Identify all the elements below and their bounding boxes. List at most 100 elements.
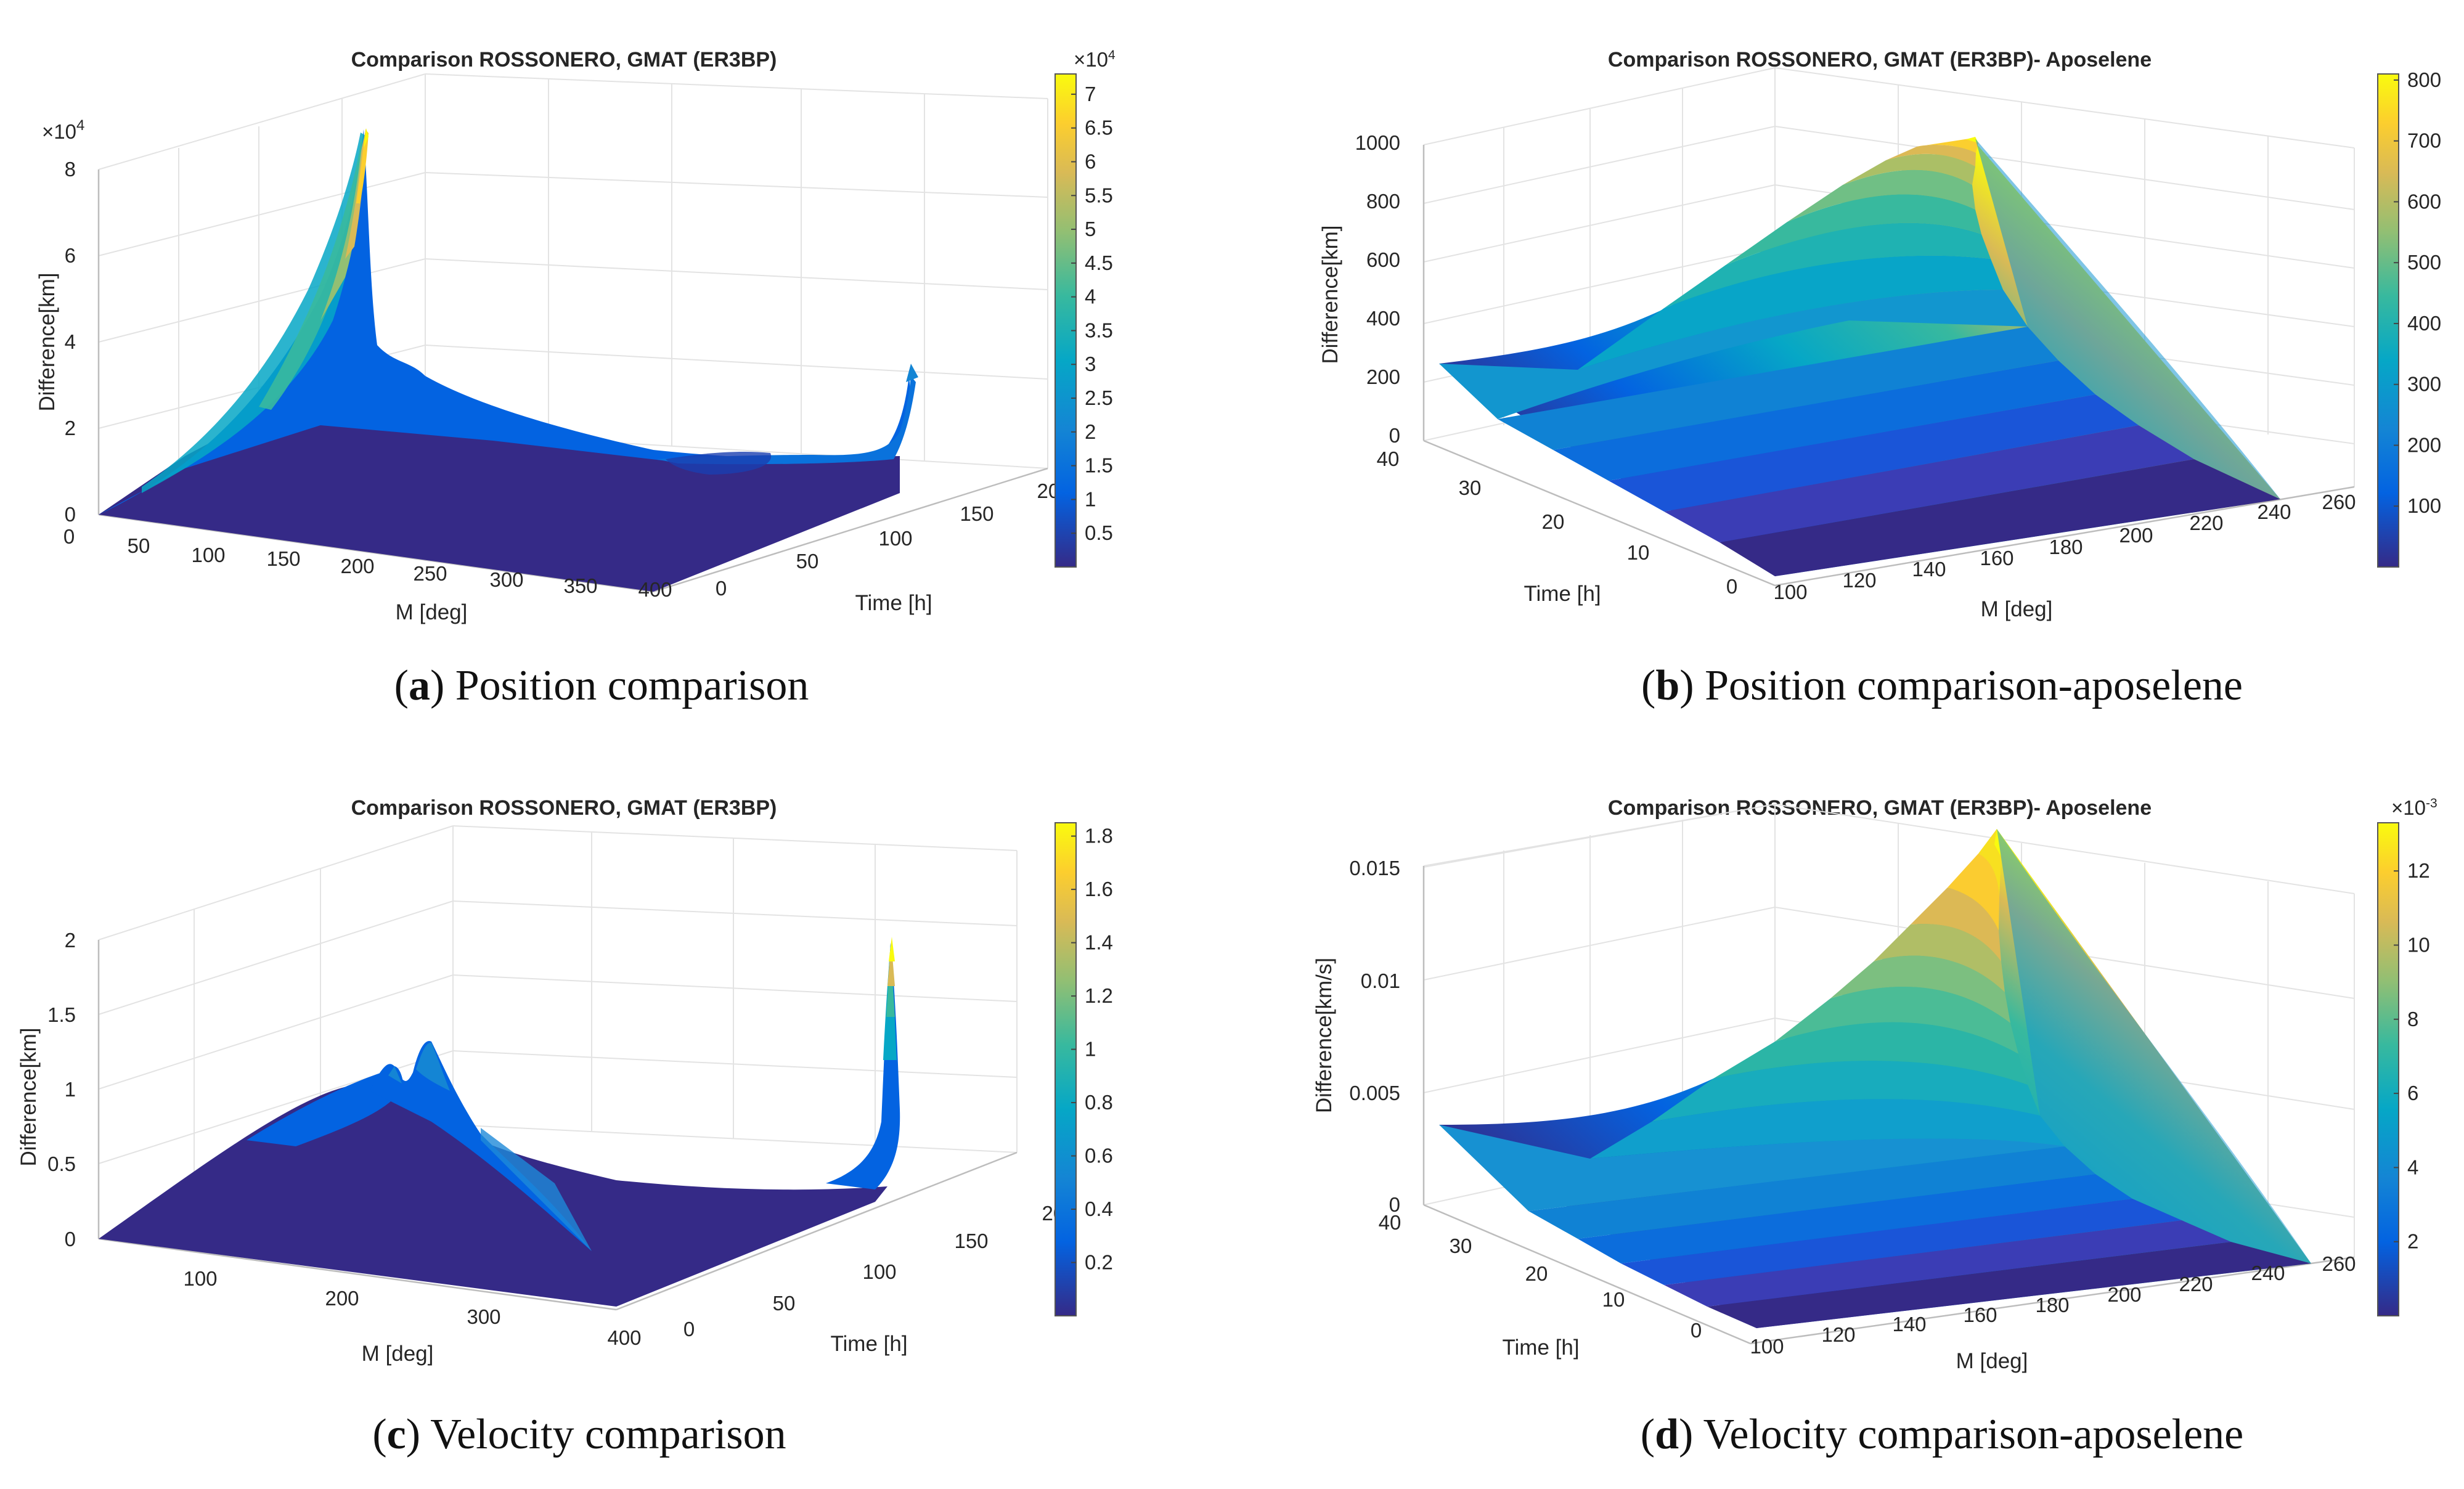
z-axis-label: Difference[km] — [17, 1028, 41, 1167]
x-tick: 220 — [2189, 512, 2223, 534]
colorbar-tick-label: 1 — [1085, 1038, 1096, 1061]
panel-velocity-comparison: Comparison ROSSONERO, GMAT (ER3BP) — [17, 796, 1113, 1458]
colorbar — [1055, 822, 1077, 1316]
colorbar-tick-label: 0.6 — [1085, 1144, 1113, 1167]
y-tick: 100 — [878, 527, 912, 550]
colorbar-tick-label: 1.6 — [1085, 878, 1113, 900]
colorbar-tick-label: 1.2 — [1085, 984, 1113, 1007]
colorbar-tick-label: 2 — [2407, 1230, 2418, 1253]
caption: (b) Position comparison-aposelene — [1641, 662, 2243, 709]
y-tick: 10 — [1627, 541, 1650, 564]
x-tick: 180 — [2049, 536, 2083, 558]
y-tick: 20 — [1542, 510, 1565, 533]
x-tick: 260 — [2322, 1252, 2356, 1275]
colorbar-tick-label: 500 — [2407, 251, 2441, 274]
colorbar-tick-label: 2.5 — [1085, 386, 1113, 409]
colorbar-tick-label: 3 — [1085, 353, 1096, 375]
z-axis-label: Difference[km/s] — [1312, 958, 1336, 1113]
panel-velocity-comparison-aposelene: Comparison ROSSONERO, GMAT (ER3BP)- Apos… — [1312, 796, 2437, 1458]
x-tick: 50 — [128, 534, 150, 557]
colorbar-tick-label: 1.8 — [1085, 825, 1113, 847]
colorbar-tick-label: 2 — [1085, 420, 1096, 443]
caption: (c) Velocity comparison — [372, 1411, 786, 1458]
colorbar-tick-label: 600 — [2407, 190, 2441, 213]
colorbar-tick-label: 6 — [2407, 1082, 2418, 1104]
x-ticks: 100 200 300 400 — [183, 1267, 641, 1349]
colorbar-tick-label: 4 — [2407, 1156, 2418, 1178]
colorbar-tick-label: 0.5 — [1085, 521, 1113, 544]
z-tick: 0 — [65, 1228, 76, 1250]
colorbar-tick-label: 0.8 — [1085, 1091, 1113, 1114]
y-axis-label: Time [h] — [830, 1332, 907, 1356]
z-tick: 8 — [65, 158, 76, 181]
y-tick: 40 — [1379, 1211, 1401, 1234]
x-tick: 150 — [266, 547, 300, 570]
x-tick: 140 — [1912, 558, 1946, 581]
colorbar-ticks: 100 200 300 400 500 600 700 800 — [2394, 68, 2441, 517]
y-tick: 150 — [960, 502, 993, 525]
x-tick: 200 — [325, 1287, 359, 1310]
x-tick: 300 — [467, 1305, 500, 1328]
z-tick: 0.015 — [1349, 857, 1400, 879]
z-exponent: ×104 — [42, 117, 84, 143]
colorbar-tick-label: 6 — [1085, 150, 1096, 173]
y-tick: 10 — [1602, 1288, 1625, 1311]
y-tick: 0 — [716, 577, 727, 600]
colorbar-tick-label: 6.5 — [1085, 116, 1113, 139]
y-tick: 50 — [773, 1292, 796, 1315]
colorbar-tick-label: 1.5 — [1085, 454, 1113, 477]
colorbar-tick-label: 800 — [2407, 68, 2441, 91]
x-tick: 100 — [1750, 1335, 1784, 1358]
y-axis-label: Time [h] — [1502, 1336, 1579, 1360]
colorbar-tick-label: 1.4 — [1085, 931, 1113, 954]
colorbar-tick-label: 10 — [2407, 933, 2430, 956]
x-tick: 100 — [191, 544, 225, 566]
y-ticks: 0 10 20 30 40 — [1379, 1211, 1702, 1342]
colorbar-exponent: ×10-3 — [2391, 796, 2437, 819]
x-axis-label: M [deg] — [362, 1342, 434, 1366]
x-tick: 160 — [1980, 547, 2013, 569]
colorbar-tick-label: 300 — [2407, 373, 2441, 396]
x-tick: 0 — [63, 525, 75, 548]
z-tick: 1.5 — [47, 1003, 76, 1026]
z-tick: 0 — [1389, 424, 1400, 447]
x-tick: 400 — [638, 578, 672, 601]
z-axis-label: Difference[km] — [1318, 226, 1342, 364]
x-ticks: 100 120 140 160 180 200 220 240 260 — [1773, 491, 2356, 603]
caption: (a) Position comparison — [394, 662, 809, 709]
x-tick: 240 — [2257, 500, 2291, 523]
x-tick: 200 — [2119, 524, 2153, 547]
z-tick: 0 — [1389, 1193, 1400, 1216]
z-tick: 2 — [65, 417, 76, 439]
z-ticks: 0 0.5 1 1.5 2 — [47, 929, 76, 1250]
colorbar-ticks: 0.2 0.4 0.6 0.8 1 1.2 1.4 1.6 1.8 — [1071, 825, 1113, 1274]
z-ticks: 0 0.005 0.01 0.015 — [1349, 857, 1400, 1216]
x-ticks: 0 50 100 150 200 250 300 350 400 — [63, 525, 672, 601]
colorbar-tick-label: 200 — [2407, 433, 2441, 456]
colorbar-tick-label: 400 — [2407, 312, 2441, 335]
caption: (d) Velocity comparison-aposelene — [1641, 1411, 2243, 1458]
x-tick: 200 — [340, 555, 374, 577]
colorbar-tick-label: 0.2 — [1085, 1251, 1113, 1274]
colorbar-tick-label: 3.5 — [1085, 319, 1113, 341]
colorbar-tick-label: 5.5 — [1085, 184, 1113, 206]
x-tick: 120 — [1842, 569, 1876, 592]
y-tick: 0 — [1726, 575, 1737, 598]
z-tick: 200 — [1366, 365, 1400, 388]
colorbar — [2377, 73, 2399, 568]
colorbar-tick-label: 700 — [2407, 129, 2441, 152]
y-tick: 20 — [1525, 1262, 1548, 1285]
y-tick: 30 — [1459, 476, 1482, 499]
x-tick: 180 — [2035, 1294, 2069, 1316]
axes-box — [97, 825, 1018, 1311]
z-tick: 4 — [65, 330, 76, 353]
colorbar-tick-label: 100 — [2407, 494, 2441, 517]
z-tick: 1 — [65, 1078, 76, 1101]
x-axis-label: M [deg] — [396, 600, 468, 624]
z-tick: 0.01 — [1361, 969, 1400, 992]
z-tick: 400 — [1366, 307, 1400, 330]
chart-title: Comparison ROSSONERO, GMAT (ER3BP)- Apos… — [1608, 796, 2152, 820]
colorbar-tick-label: 4.5 — [1085, 251, 1113, 274]
panel-position-comparison: Comparison ROSSONERO, GMAT (ER3BP) — [35, 48, 1116, 709]
x-tick: 250 — [413, 562, 447, 585]
